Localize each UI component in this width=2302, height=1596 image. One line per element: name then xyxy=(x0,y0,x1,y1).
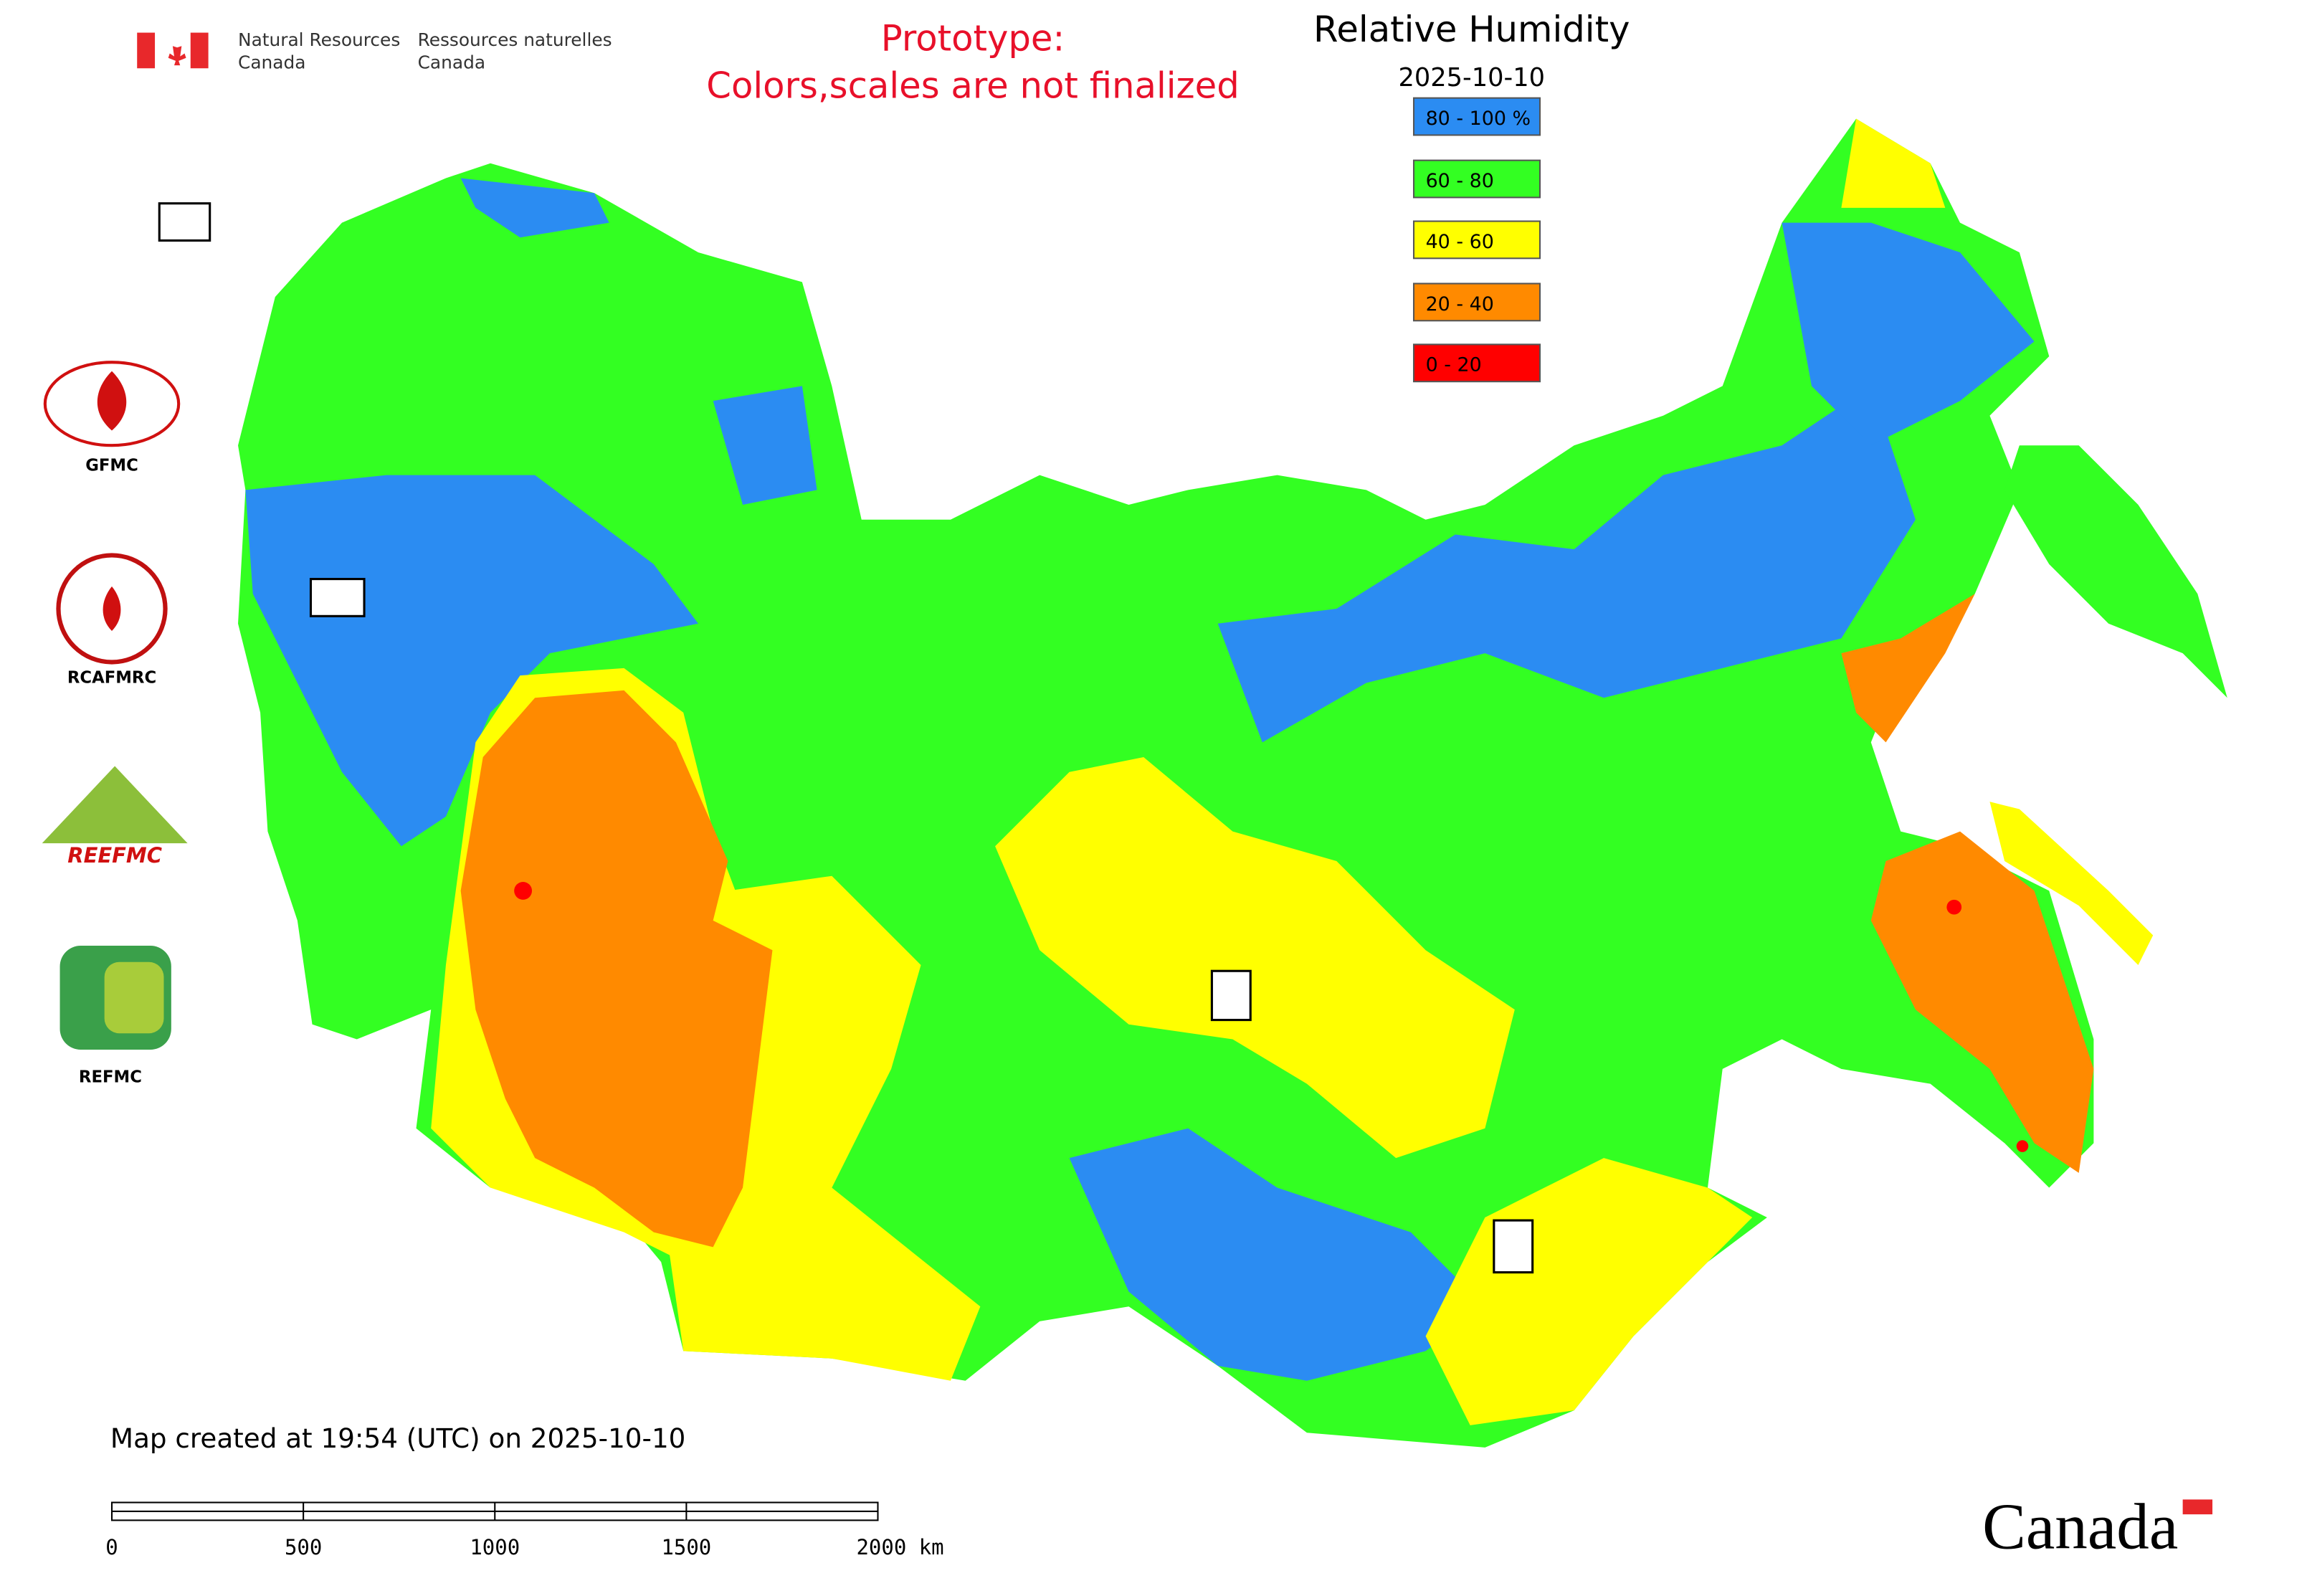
legend: 80 - 100 % 60 - 80 40 - 60 20 - 40 0 - 20 xyxy=(1412,97,1541,383)
scale-label: 2000 km xyxy=(857,1535,944,1559)
zone xyxy=(2016,1140,2029,1152)
scale-label: 1000 xyxy=(470,1535,520,1559)
nrcan-signature: Natural Resources Canada Ressources natu… xyxy=(137,29,612,72)
flame xyxy=(97,371,127,431)
maple-leaf xyxy=(168,38,186,66)
zone xyxy=(460,178,609,238)
zone xyxy=(1217,386,1916,743)
zone xyxy=(245,475,698,847)
legend-label: 80 - 100 % xyxy=(1426,108,1531,130)
dept-en: Canada xyxy=(238,52,305,72)
prototype-note: Prototype: xyxy=(881,17,1065,59)
icon xyxy=(158,202,211,242)
scale-label: 1500 xyxy=(661,1535,711,1559)
icon xyxy=(1210,969,1252,1022)
scale-label: 0 xyxy=(105,1535,118,1559)
dept-fr: Ressources naturelles xyxy=(418,29,612,50)
refmc-logo-inner xyxy=(104,961,164,1034)
legend-title: Relative Humidity xyxy=(1313,9,1630,50)
legend-label: 0 - 20 xyxy=(1426,354,1482,376)
zone xyxy=(713,386,817,505)
icon xyxy=(309,578,366,617)
flame xyxy=(103,586,121,632)
logos: GFMC RCAFMRC REEFMC REFMC xyxy=(42,361,188,1087)
logo-label: RCAFMRC xyxy=(67,669,156,688)
legend-label: 60 - 80 xyxy=(1426,170,1494,192)
land xyxy=(2004,445,2227,698)
land xyxy=(1989,802,2154,965)
flag-bar xyxy=(137,32,156,69)
dept-en: Natural Resources xyxy=(238,29,400,50)
zone xyxy=(1841,594,1975,743)
legend-swatch xyxy=(1412,159,1541,199)
centre-icons xyxy=(158,202,1534,1274)
zone xyxy=(1069,1128,1485,1381)
canada-wordmark: Canada xyxy=(1982,1491,2178,1563)
legend-label: 20 - 40 xyxy=(1426,293,1494,315)
zone xyxy=(460,690,773,1248)
logo-label: GFMC xyxy=(85,456,138,475)
legend-swatch xyxy=(1412,343,1541,383)
legend-label: 40 - 60 xyxy=(1426,231,1494,253)
logo-label: REFMC xyxy=(79,1068,142,1087)
icon xyxy=(1493,1219,1534,1274)
dept-fr: Canada xyxy=(418,52,485,72)
legend-date: 2025-10-10 xyxy=(1399,63,1546,92)
logo-label: REEFMC xyxy=(67,843,162,868)
map xyxy=(158,118,2227,1448)
zone xyxy=(1841,118,1946,208)
prototype-note: Colors,scales are not finalized xyxy=(706,65,1239,107)
scale-bar: 0 500 1000 1500 2000 km xyxy=(105,1501,944,1559)
zone xyxy=(995,757,1515,1159)
zone xyxy=(514,881,533,900)
reefmc-logo xyxy=(42,766,188,844)
legend-swatch xyxy=(1412,97,1541,136)
scale-label: 500 xyxy=(285,1535,322,1559)
created-note: Map created at 19:54 (UTC) on 2025-10-10 xyxy=(110,1422,685,1454)
legend-swatch xyxy=(1412,220,1541,260)
zone xyxy=(1946,899,1962,915)
wordmark-flag xyxy=(2182,1499,2213,1515)
flag-bar xyxy=(190,32,209,69)
zone xyxy=(1870,831,2094,1173)
legend-swatch xyxy=(1412,282,1541,322)
zone xyxy=(1782,222,2035,446)
